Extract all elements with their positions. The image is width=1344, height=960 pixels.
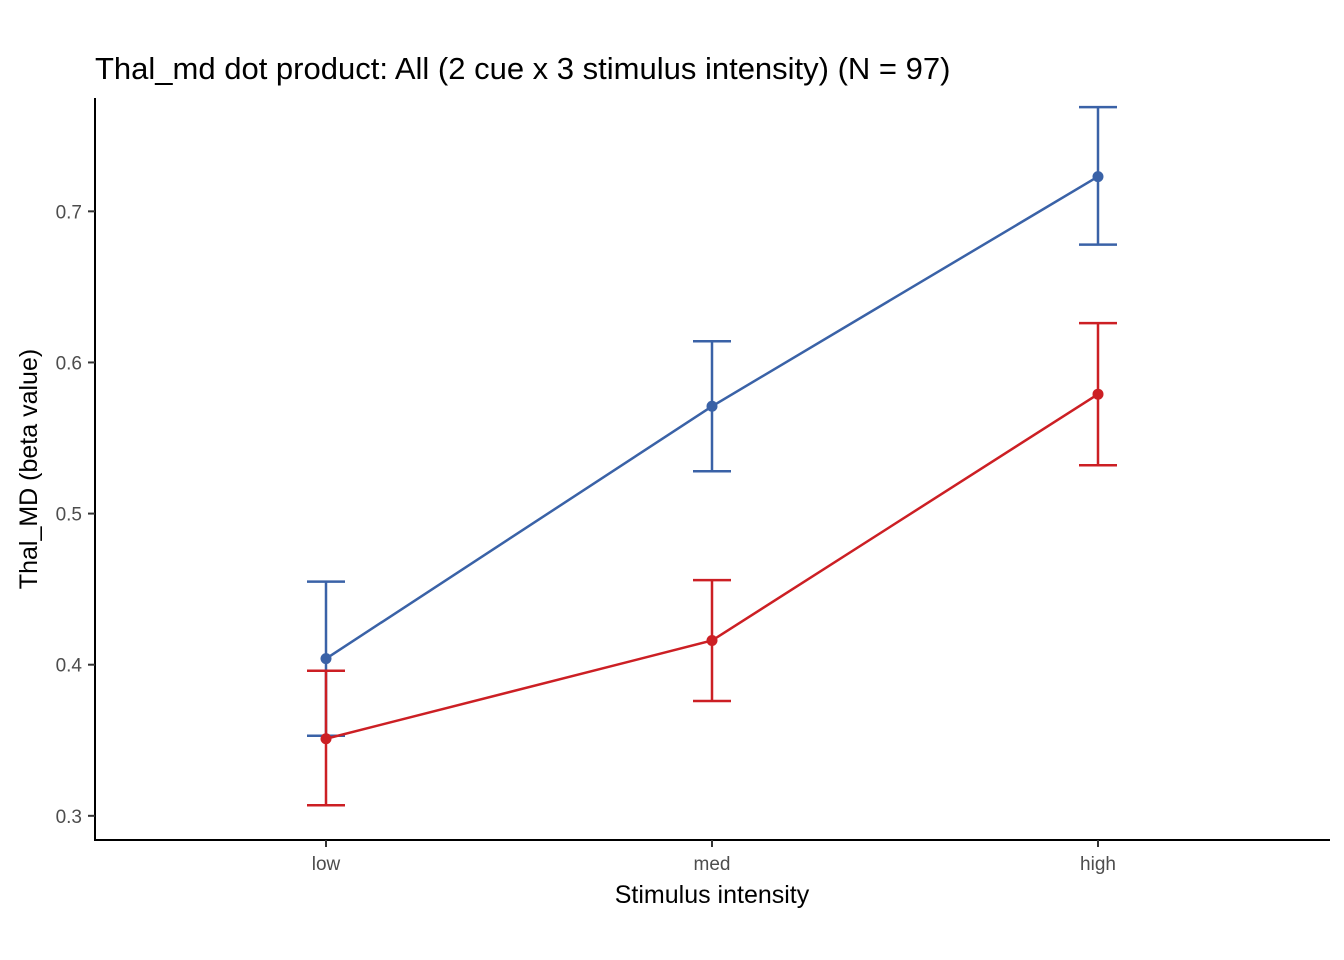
x-axis-title: Stimulus intensity — [615, 881, 810, 909]
data-point — [706, 635, 718, 647]
y-tick-label: 0.6 — [56, 353, 82, 374]
chart-title: Thal_md dot product: All (2 cue x 3 stim… — [95, 51, 950, 86]
y-tick-label: 0.7 — [56, 202, 82, 223]
data-point — [320, 733, 332, 745]
y-tick-label: 0.4 — [56, 656, 83, 677]
y-axis-title: Thal_MD (beta value) — [15, 349, 43, 589]
series-1 — [307, 105, 1117, 737]
y-axis-ticks: 0.3 0.4 0.5 0.6 0.7 — [56, 202, 95, 828]
y-tick-label: 0.5 — [56, 505, 82, 526]
x-axis-ticks: low med high — [312, 840, 1116, 875]
x-tick-label: low — [312, 854, 341, 875]
data-point — [1092, 388, 1104, 400]
data-point — [320, 653, 332, 665]
data-point — [1092, 171, 1104, 183]
data-point — [706, 400, 718, 412]
series-2 — [307, 321, 1117, 807]
y-tick-label: 0.3 — [56, 807, 82, 828]
x-tick-label: med — [694, 854, 731, 875]
x-tick-label: high — [1080, 854, 1116, 875]
plot-area — [307, 105, 1117, 807]
